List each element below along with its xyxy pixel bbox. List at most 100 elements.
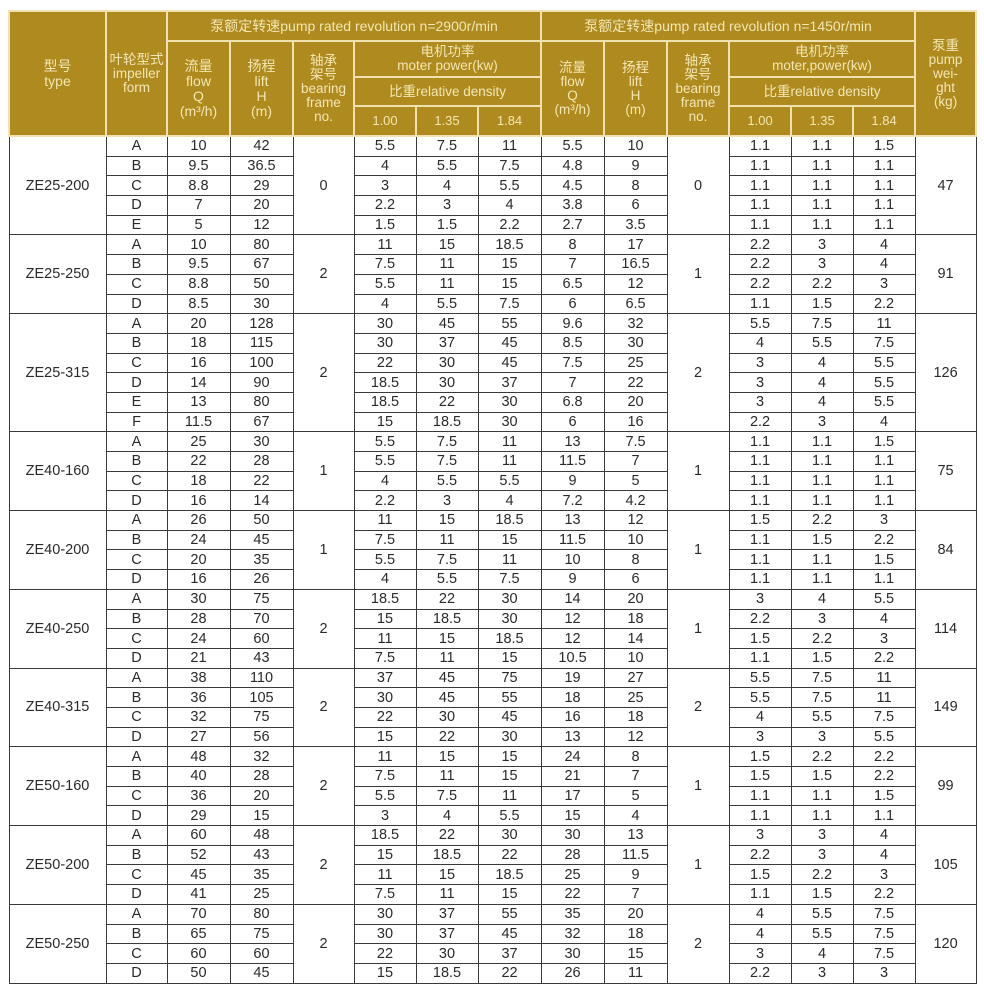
lift: 28 [229,766,294,787]
flow: 20 [166,313,231,334]
power-135-1450: 1.1 [790,490,854,512]
power-135: 15 [415,234,479,256]
table-body: ZE25-200 A 10 42 0 5.5 7.5 11 5.5 10 0 1.1 1.1 1.5 47 B… [8,135,977,984]
power-135: 30 [415,943,479,964]
table-row: D 27 56 15 22 30 13 12 3 3 5.5 [9,726,976,748]
power-184: 22 [477,844,542,866]
power-100-1450: 1.5 [728,628,792,649]
power-135-1450: 5.5 [790,706,854,728]
power-135: 11 [415,529,479,551]
power-184: 45 [477,332,542,354]
power-135-1450: 5.5 [790,332,854,354]
flow: 45 [166,864,231,886]
model-type: ZE40-315 [8,667,107,748]
power-135: 22 [415,391,479,413]
lift: 35 [229,864,294,886]
power-135: 4 [415,175,479,197]
lift-1450: 6 [603,195,668,216]
flow: 60 [166,825,231,846]
flow: 13 [166,391,231,413]
impeller: B [105,155,168,177]
header-impeller: 叶轮型式 impeller form [105,10,168,137]
flow: 7 [166,195,231,216]
power-100-1450: 1.1 [728,431,792,452]
bearing-frame-1450: 1 [666,510,730,590]
lift: 43 [229,844,294,866]
flow: 27 [166,726,231,748]
power-184-1450: 7.5 [852,706,916,728]
power-184-1450: 1.5 [852,549,916,571]
impeller: A [105,510,168,531]
lift: 75 [229,706,294,728]
power-135-1450: 1.5 [790,884,854,905]
impeller: B [105,332,168,354]
lift-1450: 8 [603,175,668,197]
lift: 128 [229,313,294,334]
lift: 12 [229,214,294,236]
impeller: A [105,667,168,689]
impeller: A [105,135,168,157]
lift-1450: 20 [603,588,668,610]
lift-1450: 30 [603,332,668,354]
lift-1450: 3.5 [603,214,668,236]
lift-1450: 16 [603,411,668,433]
power-184: 18.5 [477,234,542,256]
impeller: C [105,175,168,197]
power-100-1450: 1.1 [728,884,792,905]
flow: 30 [166,588,231,610]
lift-1450: 9 [603,864,668,886]
power-100-1450: 1.5 [728,746,792,767]
power-135: 15 [415,864,479,886]
lift: 14 [229,490,294,512]
impeller: C [105,864,168,886]
power-184: 30 [477,726,542,748]
power-184: 4 [477,490,542,512]
bearing-frame-1450: 2 [666,667,730,748]
power-184-1450: 4 [852,844,916,866]
flow: 8.8 [166,273,231,295]
impeller: E [105,214,168,236]
power-135: 1.5 [415,214,479,236]
power-100-1450: 3 [728,391,792,413]
power-135: 11 [415,273,479,295]
flow: 14 [166,372,231,393]
power-184: 5.5 [477,470,542,492]
power-135: 5.5 [415,155,479,177]
power-184: 15 [477,884,542,905]
header-density-135: 1.35 [415,105,479,137]
header-density-100: 1.00 [353,105,417,137]
lift-1450: 25 [603,352,668,374]
flow-1450: 9.6 [540,313,605,334]
power-135: 22 [415,825,479,846]
bearing-frame-2900: 2 [292,746,355,827]
power-100: 15 [353,608,417,630]
power-135-1450: 1.1 [790,785,854,807]
model-type: ZE50-250 [8,903,107,984]
lift-1450: 6 [603,569,668,590]
lift-1450: 7 [603,884,668,905]
power-135-1450: 4 [790,352,854,374]
bearing-frame-1450: 1 [666,588,730,669]
header-density: 比重relative density [352,76,543,107]
power-100: 30 [353,903,417,925]
table-row: B 65 75 30 37 45 32 18 4 5.5 7.5 [9,923,976,945]
flow-1450: 12 [540,628,605,649]
power-100-1450: 1.1 [728,549,792,571]
power-100-1450: 1.5 [728,510,792,531]
lift-1450: 17 [603,234,668,256]
power-135: 11 [415,254,479,275]
power-100-1450: 5.5 [728,667,792,689]
power-184: 15 [477,254,542,275]
power-135-1450: 5.5 [790,903,854,925]
flow: 8.5 [166,293,231,315]
power-135-1450: 1.1 [790,569,854,590]
flow-1450: 6 [540,411,605,433]
power-184: 45 [477,352,542,374]
power-100-1450: 1.1 [728,785,792,807]
power-184: 2.2 [477,214,542,236]
lift: 110 [229,667,294,689]
flow-1450: 9 [540,470,605,492]
lift-1450: 11.5 [603,844,668,866]
flow: 10 [166,135,231,157]
power-184-1450: 5.5 [852,391,916,413]
